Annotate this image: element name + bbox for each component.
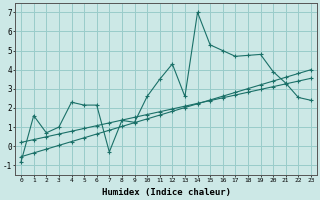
X-axis label: Humidex (Indice chaleur): Humidex (Indice chaleur)	[101, 188, 230, 197]
